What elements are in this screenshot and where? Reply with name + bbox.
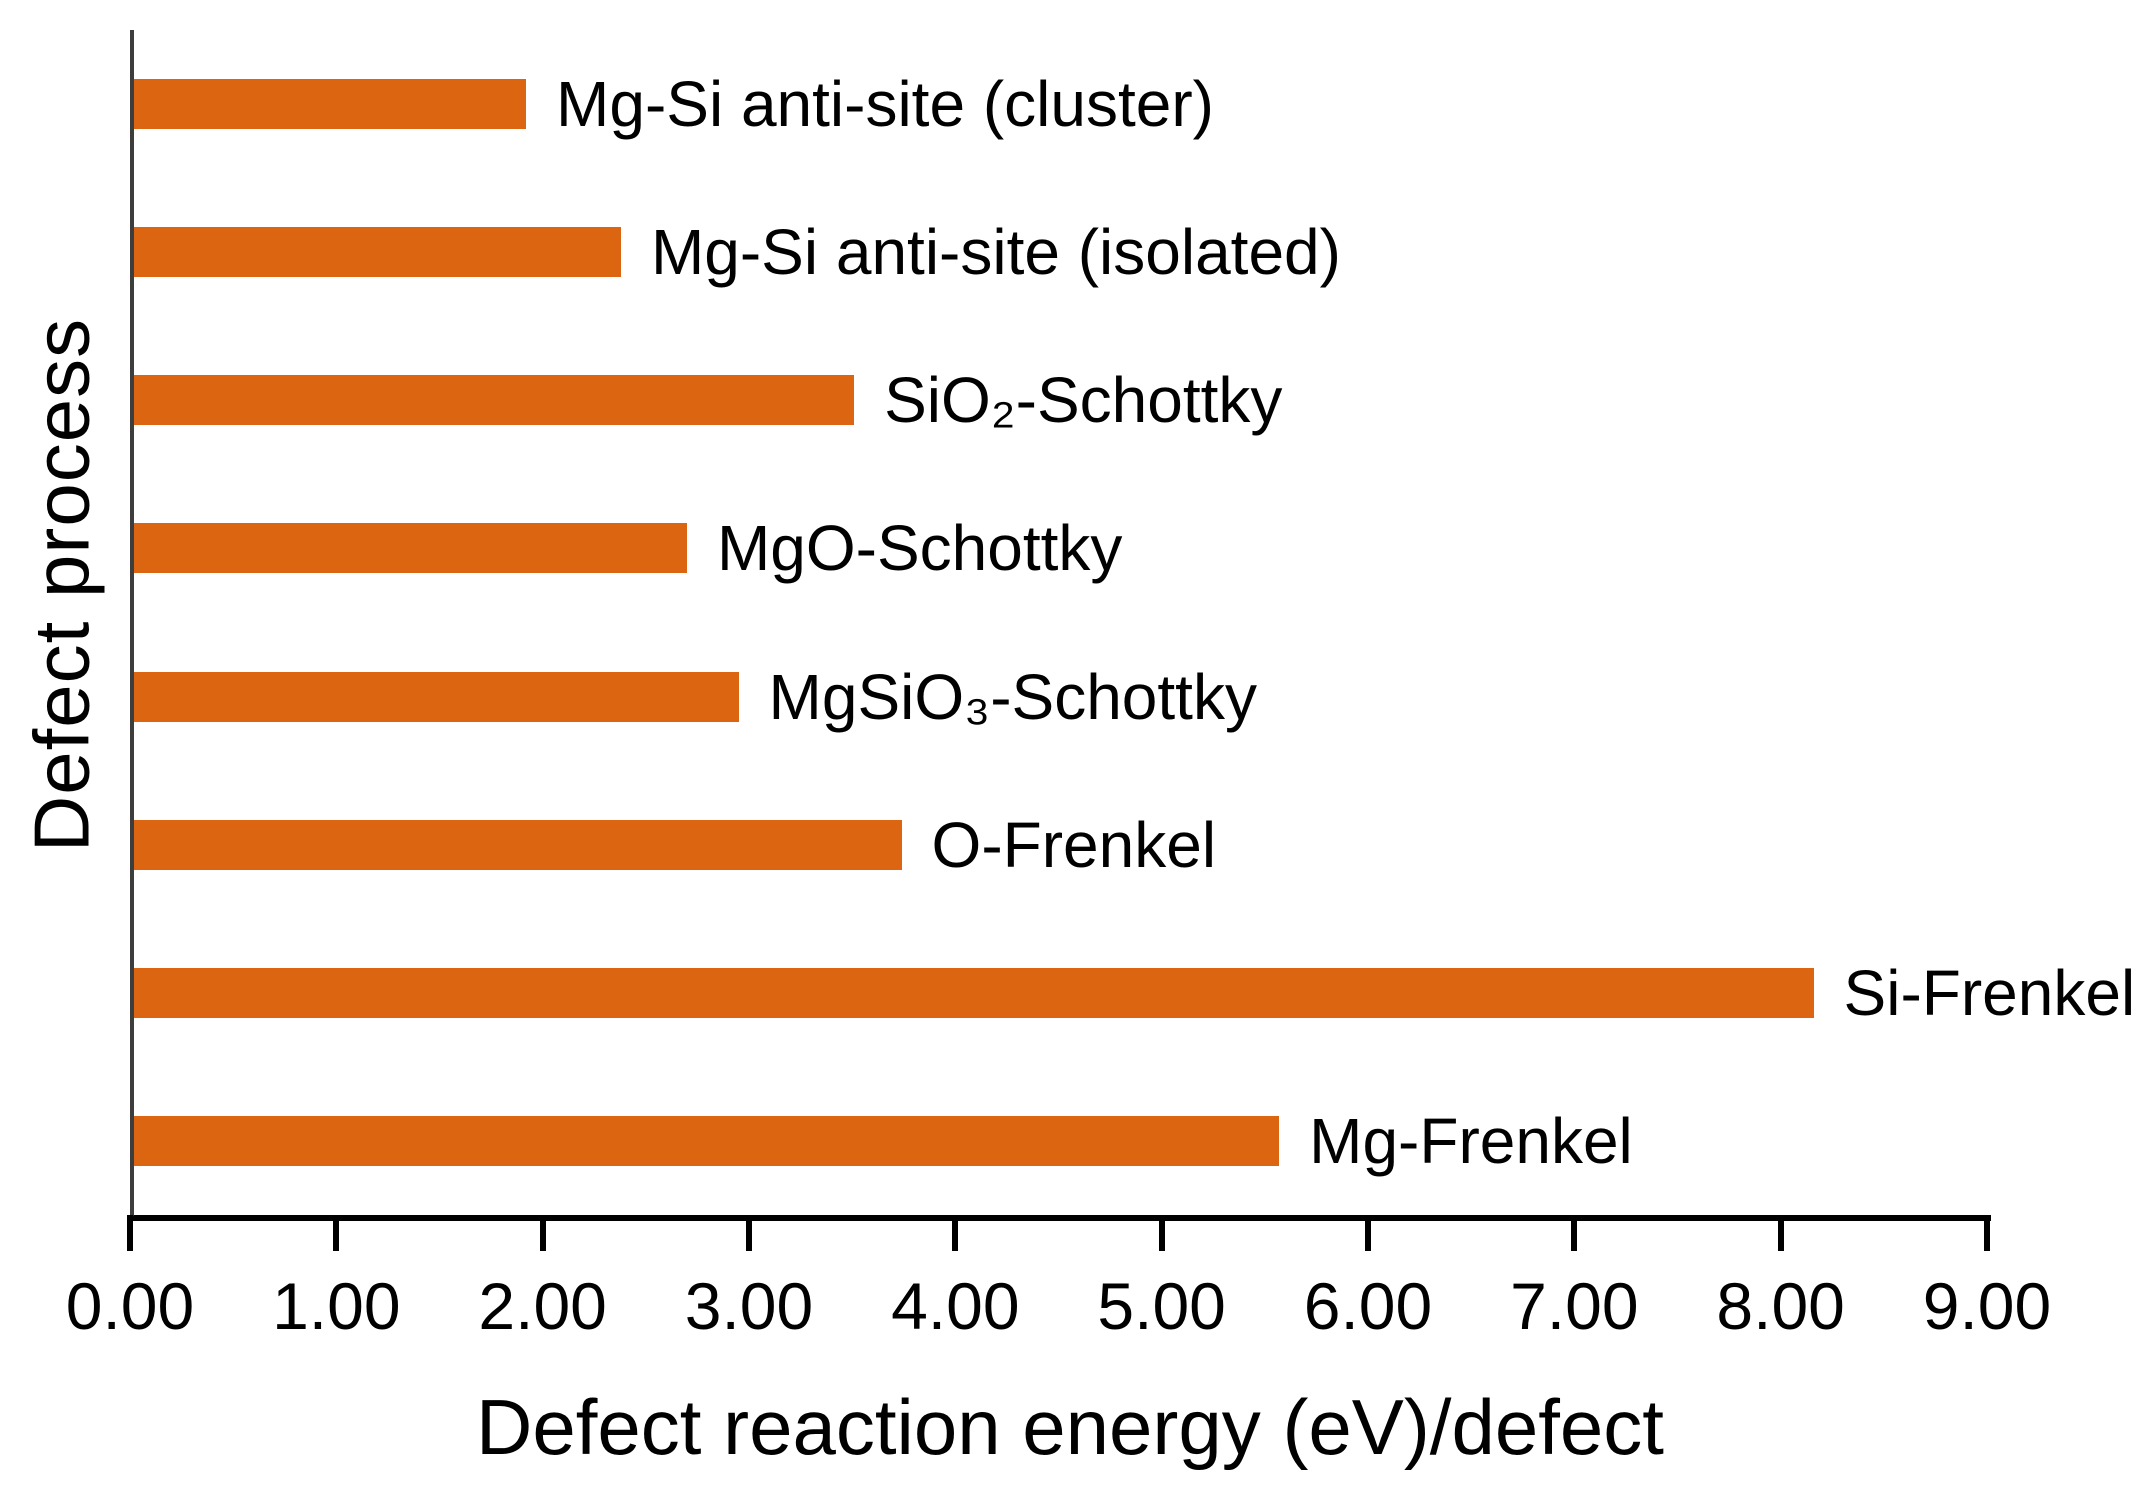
x-axis-tick [1365, 1215, 1371, 1251]
bar-label: SiO₂-Schottky [884, 364, 1283, 437]
x-axis-tick-label: 5.00 [1097, 1269, 1226, 1343]
bar-label: MgO-Schottky [716, 512, 1123, 585]
x-axis-tick [333, 1215, 340, 1251]
plot-area: Mg-Si anti-site (cluster) Mg-Si anti-site… [130, 30, 2131, 1221]
bar-row: MgO-Schottky [134, 474, 1991, 622]
bar [134, 523, 687, 574]
bar [134, 79, 527, 130]
bar-row: Mg-Si anti-site (isolated) [134, 178, 1991, 326]
x-axis-tick-label: 0.00 [65, 1269, 195, 1343]
bar-rows: Mg-Si anti-site (cluster) Mg-Si anti-site… [134, 30, 2131, 1215]
bar [134, 227, 621, 278]
x-axis-tick-label: 6.00 [1303, 1269, 1433, 1343]
x-axis-tick [1777, 1215, 1784, 1251]
bar [134, 1115, 1280, 1166]
x-axis-tick [539, 1215, 546, 1251]
bar-row: Si-Frenkel [134, 919, 2131, 1067]
bar-row: SiO₂-Schottky [134, 326, 1991, 474]
x-axis-tick-label: 3.00 [684, 1269, 814, 1343]
x-axis-tick-label: 9.00 [1922, 1269, 2052, 1343]
x-axis-title: Defect reaction energy (eV)/defect [476, 1383, 1664, 1471]
x-axis-tick [127, 1215, 133, 1251]
x-axis-tick [746, 1215, 752, 1251]
x-axis-tick-label: 8.00 [1716, 1269, 1845, 1343]
bar-row: Mg-Frenkel [134, 1067, 1991, 1215]
x-axis-tick-label: 2.00 [478, 1269, 607, 1343]
bar-row: O-Frenkel [134, 771, 1991, 919]
bar-row: Mg-Si anti-site (cluster) [134, 30, 1991, 178]
x-axis-tick [1984, 1215, 1990, 1251]
bar-row: MgSiO₃-Schottky [134, 623, 1991, 771]
x-axis-tick [952, 1215, 959, 1251]
bar [134, 967, 1814, 1018]
x-axis-tick [1158, 1215, 1165, 1251]
bar [134, 819, 902, 870]
bar-label: O-Frenkel [931, 808, 1217, 881]
bar [134, 671, 739, 722]
bar-label: Mg-Si anti-site (cluster) [556, 68, 1214, 141]
bar-label: Mg-Frenkel [1309, 1104, 1633, 1177]
x-axis-tick-label: 4.00 [891, 1269, 1020, 1343]
bar-label: MgSiO₃-Schottky [768, 660, 1257, 733]
bar-label: Mg-Si anti-site (isolated) [650, 216, 1341, 289]
x-axis-tick-label: 1.00 [272, 1269, 401, 1343]
x-axis-tick-label: 7.00 [1510, 1269, 1639, 1343]
x-axis-tick [1571, 1215, 1578, 1251]
bar [134, 375, 855, 426]
bar-label: Si-Frenkel [1843, 956, 2131, 1029]
y-axis-title: Defect process [17, 317, 106, 853]
